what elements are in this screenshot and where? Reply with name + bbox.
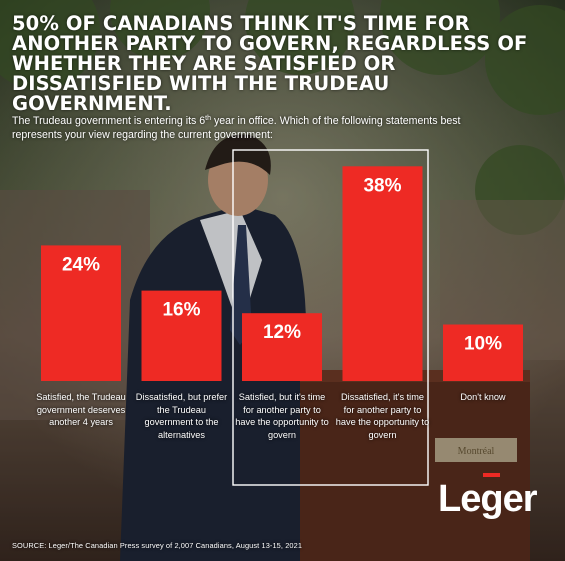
bar-2 [141,290,222,381]
bar-1 [41,245,121,381]
bar-4 [342,166,423,381]
subtitle-superscript: th [205,115,211,122]
bar-value-label-4: 38% [363,175,401,196]
category-label-3: Satisfied, but it's time for another par… [235,392,329,440]
bar-3 [242,313,322,381]
bar-value-label-5: 10% [464,334,502,355]
logo-part-2: g [480,473,504,520]
headline: 50% of Canadians think it's time for ano… [12,12,528,115]
subtitle-end: year in office. Which of the following s… [12,115,461,141]
bar-5 [443,324,523,381]
subtitle-start: The Trudeau government is entering its 6 [12,115,206,127]
logo-part-3: er [502,478,538,520]
svg-text:Montréal: Montréal [458,446,495,457]
logo-part-1: Le [438,478,481,520]
category-label-2: Dissatisfied, but prefer the Trudeau gov… [135,392,228,440]
subtitle: The Trudeau government is entering its 6… [12,114,472,142]
bars-group: 24% 16% 12% 38% 10% [41,166,523,381]
category-label-5: Don't know [460,392,506,402]
category-label-4: Dissatisfied, it's time for another part… [335,392,430,440]
bar-value-label-2: 16% [162,300,200,321]
bar-value-label-3: 12% [263,322,301,343]
highlight-box [232,149,429,486]
source-note: SOURCE: Leger/The Canadian Press survey … [12,541,303,550]
leger-logo: Leger [438,473,538,521]
bar-value-label-1: 24% [62,254,100,275]
category-label-1: Satisfied, the Trudeau government deserv… [36,392,126,428]
